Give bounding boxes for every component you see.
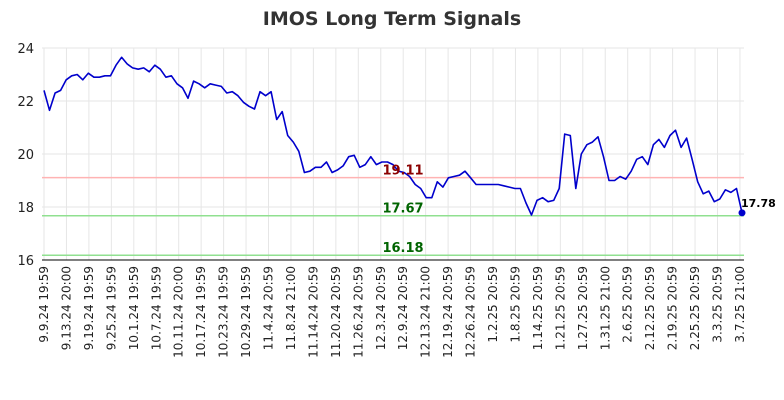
level-labels: 19.11 17.67 16.18 17.78: [382, 164, 775, 257]
x-tick-label: 3.3.25 20:59: [711, 266, 725, 343]
y-tick-label: 18: [17, 201, 34, 216]
price-series: [43, 56, 746, 217]
x-tick-label: 11.26.24 20:59: [351, 266, 365, 358]
signal-level-label: 17.67: [382, 202, 423, 217]
x-tick-label: 9.25.24 19:59: [104, 266, 118, 350]
x-tick-label: 9.13.24 20:00: [59, 266, 73, 350]
x-tick-label: 10.7.24 19:59: [149, 266, 163, 350]
signal-level-label: 16.18: [382, 241, 423, 256]
x-tick-label: 10.23.24 19:59: [217, 266, 231, 358]
x-tick-label: 10.17.24 19:59: [194, 266, 208, 358]
y-tick-label: 20: [17, 148, 34, 163]
y-axis: 16 18 20 22 24: [17, 42, 34, 269]
x-tick-label: 1.27.25 20:59: [576, 266, 590, 350]
x-tick-label: 10.11.24 20:00: [172, 266, 186, 358]
x-tick-label: 11.4.24 20:59: [262, 266, 276, 350]
y-tick-label: 16: [17, 254, 34, 269]
last-point-marker: [738, 209, 746, 217]
last-value-label: 17.78: [741, 197, 776, 210]
x-tick-label: 12.3.24 20:59: [374, 266, 388, 350]
x-tick-label: 12.13.24 21:00: [419, 266, 433, 358]
x-tick-label: 12.19.24 20:59: [441, 266, 455, 358]
x-tick-label: 11.20.24 20:59: [329, 266, 343, 358]
x-tick-label: 1.21.25 20:59: [553, 266, 567, 350]
x-tick-label: 2.19.25 20:59: [666, 266, 680, 350]
x-tick-label: 2.25.25 20:59: [688, 266, 702, 350]
x-tick-label: 3.7.25 21:00: [733, 266, 747, 343]
x-tick-label: 1.2.25 20:59: [486, 266, 500, 343]
grid: [42, 47, 744, 261]
x-tick-label: 12.26.24 20:59: [464, 266, 478, 358]
x-tick-label: 10.29.24 19:59: [239, 266, 253, 358]
x-tick-label: 1.14.25 20:59: [531, 266, 545, 350]
x-tick-label: 2.12.25 20:59: [643, 266, 657, 350]
x-axis: 9.9.24 19:59 9.13.24 20:00 9.19.24 19:59 9.…: [37, 266, 747, 358]
x-tick-label: 9.19.24 19:59: [82, 266, 96, 350]
x-tick-label: 9.9.24 19:59: [37, 266, 51, 343]
x-tick-label: 10.1.24 19:59: [127, 266, 141, 350]
x-tick-label: 12.9.24 20:59: [396, 266, 410, 350]
y-tick-label: 22: [17, 95, 34, 110]
price-line: [43, 56, 743, 216]
x-tick-label: 2.6.25 20:59: [621, 266, 635, 343]
y-tick-label: 24: [17, 42, 34, 57]
x-tick-label: 1.8.25 20:59: [508, 266, 522, 343]
x-tick-label: 11.14.24 20:59: [306, 266, 320, 358]
x-tick-label: 1.31.25 21:00: [598, 266, 612, 350]
x-tick-label: 11.8.24 21:00: [284, 266, 298, 350]
signal-level-label: 19.11: [382, 164, 423, 179]
chart-title: IMOS Long Term Signals: [263, 8, 521, 30]
